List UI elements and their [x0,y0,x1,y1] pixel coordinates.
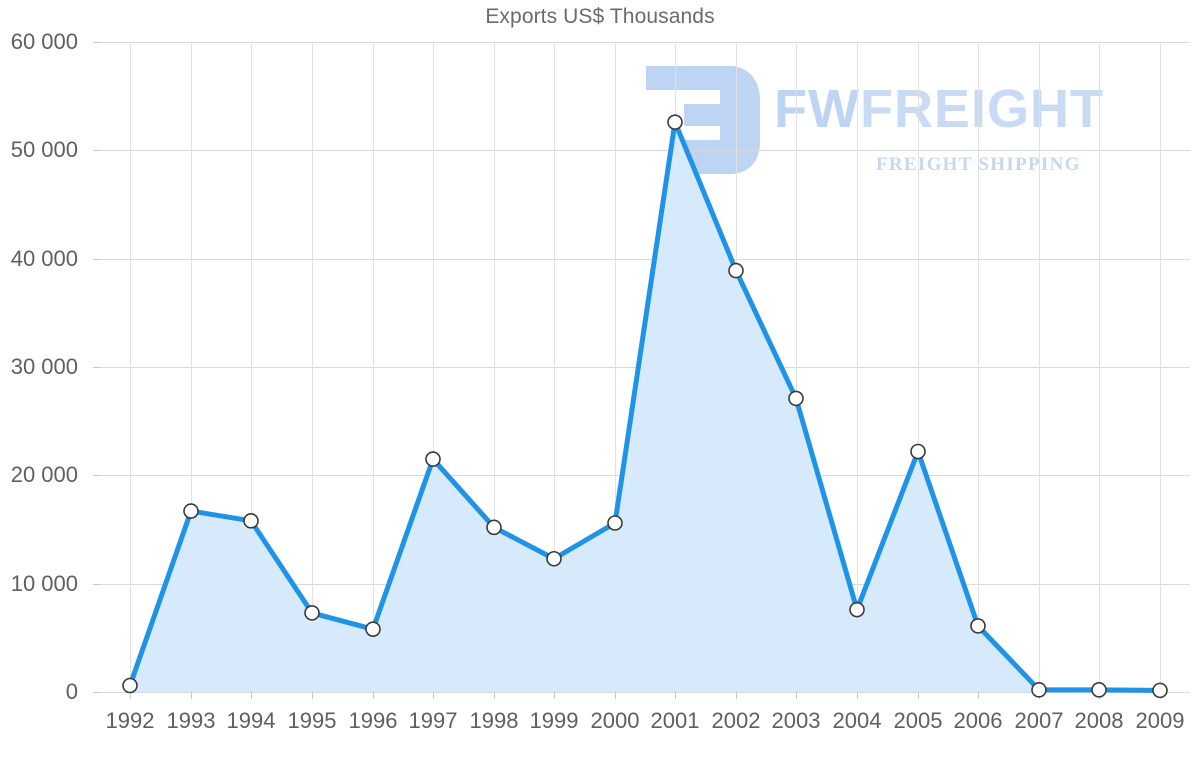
data-point-marker[interactable] [728,262,744,279]
plot-area: 0 10 000 20 000 30 000 40 000 50 000 60 000 19… [11,29,1190,733]
data-point-marker[interactable] [243,513,259,529]
gridline-vertical [796,42,797,692]
series-line [127,119,1163,693]
data-point-marker[interactable] [667,114,683,130]
gridline-vertical [615,42,616,692]
data-point-marker[interactable] [1152,682,1168,699]
gridline-vertical [978,42,979,692]
x-axis-label: 2007 [1014,708,1064,733]
gridline-vertical [191,42,192,692]
data-point-marker[interactable] [1091,682,1107,698]
x-axis-label: 1996 [348,708,398,733]
data-point-marker[interactable] [425,451,441,467]
y-axis-tick [93,367,100,368]
data-point-marker[interactable] [849,601,865,618]
x-axis-tick [373,692,374,699]
gridline-vertical [251,42,252,692]
x-axis-label: 2003 [771,708,821,733]
x-axis-tick [433,692,434,699]
y-axis-label: 60 000 [10,29,78,54]
x-axis-label: 2005 [893,708,943,733]
x-axis-label: 2009 [1135,708,1185,733]
x-axis-label: 2004 [832,708,882,733]
gridline-vertical [130,42,131,692]
data-point-marker[interactable] [365,621,381,637]
y-axis-tick [93,692,100,693]
gridline-horizontal [100,42,1190,43]
x-axis-tick [251,692,252,699]
gridline-horizontal [100,258,1190,260]
x-axis-tick [918,692,919,699]
x-axis-tick [494,692,495,699]
y-axis-label: 0 [65,679,78,704]
chart-title: Exports US$ Thousands [485,5,715,28]
data-point-marker[interactable] [607,515,623,531]
x-axis-tick [554,692,555,699]
x-axis-label: 1992 [105,708,155,733]
y-axis-tick [93,583,100,585]
x-axis-label: 1997 [408,708,458,733]
series-area-fill [130,122,1160,692]
data-point-marker[interactable] [546,550,562,567]
x-axis-label: 1998 [469,708,519,733]
gridline-vertical [494,42,495,692]
data-point-marker[interactable] [788,390,804,407]
gridline-vertical [1099,42,1100,692]
data-point-marker[interactable] [970,618,986,634]
y-axis-label: 50 000 [10,137,78,163]
x-axis-tick [312,692,313,699]
y-axis-tick [93,475,100,477]
series-exports [122,114,1168,699]
gridline-vertical [1160,42,1161,692]
x-axis-label: 1993 [166,708,216,733]
data-point-marker[interactable] [183,503,199,519]
x-axis-tick [978,692,979,699]
data-point-marker[interactable] [122,677,138,694]
y-axis-label: 10 000 [10,570,78,596]
x-axis-tick [130,692,131,699]
gridline-vertical [373,42,374,692]
x-axis-tick [675,692,676,699]
gridline-vertical [1039,42,1040,692]
gridline-vertical [433,42,434,692]
x-axis-label: 2001 [650,708,700,733]
gridline-vertical [554,42,555,692]
x-axis-label: 2002 [711,708,761,733]
x-axis-tick [191,692,192,699]
data-point-marker[interactable] [1031,682,1047,698]
data-point-marker[interactable] [910,443,926,460]
x-axis-label: 2006 [953,708,1003,733]
y-axis-label: 30 000 [10,354,78,379]
data-point-marker[interactable] [486,519,502,536]
x-axis-tick [857,692,858,699]
x-axis-tick [796,692,797,699]
y-axis-tick [93,258,100,260]
gridline-horizontal [100,692,1190,693]
x-axis-label: 1999 [529,708,579,733]
x-axis-tick [615,692,616,699]
y-axis-label: 20 000 [10,462,78,488]
x-axis-label: 2008 [1074,708,1124,733]
x-axis-label: 2000 [590,708,640,733]
y-axis-tick [93,150,100,152]
x-axis-label: 1994 [226,708,276,733]
gridline-vertical [918,42,919,692]
gridline-horizontal [100,150,1190,152]
data-point-marker[interactable] [304,605,320,621]
y-axis-label: 40 000 [10,245,78,271]
y-axis-tick [93,42,100,43]
x-axis-label: 1995 [287,708,337,733]
x-axis-tick [736,692,737,699]
gridline-vertical [312,42,313,692]
gridline-vertical [857,42,858,692]
